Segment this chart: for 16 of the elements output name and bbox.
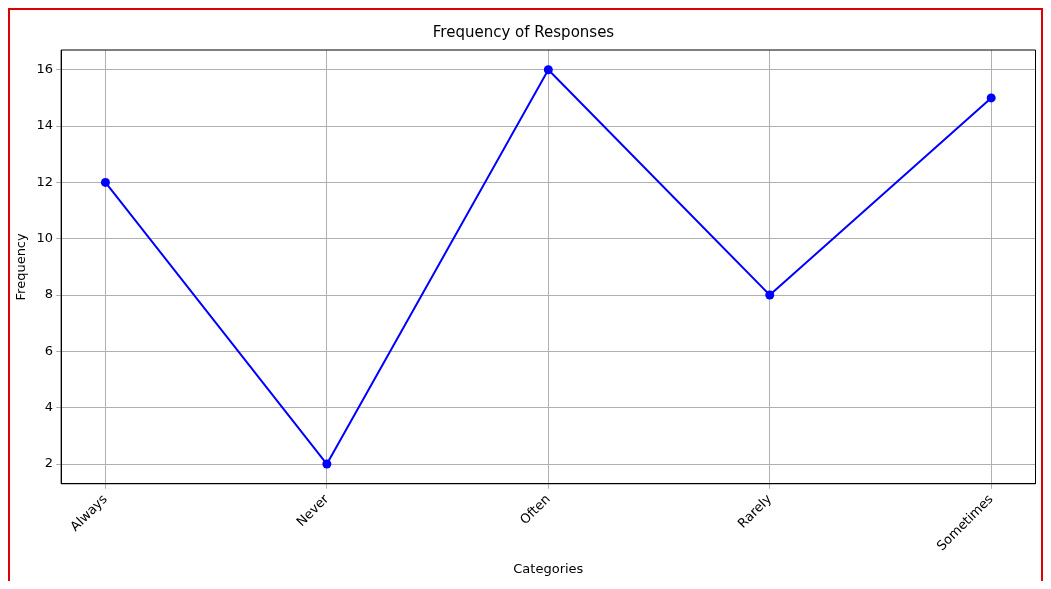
y-tick-label: 8 [44, 286, 54, 302]
y-tick-label: 2 [44, 455, 54, 471]
y-tick-label: 6 [44, 342, 54, 358]
chart-title: Frequency of Responses [432, 22, 615, 41]
y-axis-title: Frequency [13, 232, 29, 301]
x-axis-title: Categories [513, 560, 584, 576]
y-tick-label: 16 [36, 61, 54, 77]
point [100, 177, 110, 187]
point [986, 93, 996, 103]
point [765, 290, 775, 300]
y-tick-label: 4 [44, 399, 54, 415]
point [322, 459, 332, 469]
point [543, 65, 553, 75]
y-tick-label: 12 [36, 173, 54, 189]
y-tick-label: 14 [36, 117, 54, 133]
y-tick-label: 10 [36, 230, 54, 246]
